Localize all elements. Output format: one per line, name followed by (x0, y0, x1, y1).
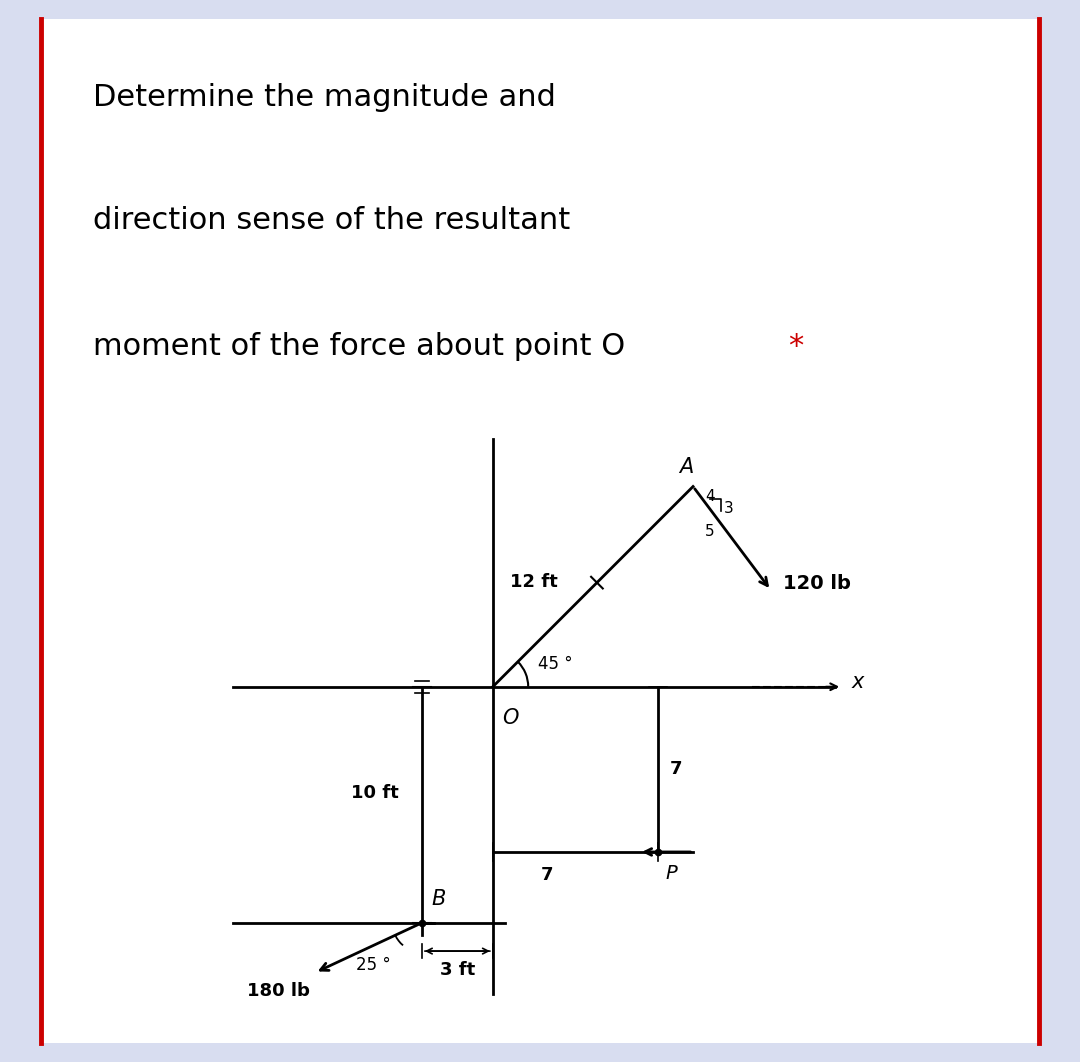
Text: direction sense of the resultant: direction sense of the resultant (93, 206, 570, 235)
Text: 12 ft: 12 ft (510, 572, 558, 590)
Text: 5: 5 (705, 525, 715, 539)
Text: 7: 7 (670, 760, 683, 778)
Text: *: * (788, 331, 804, 361)
Text: O: O (502, 708, 518, 727)
Text: 3 ft: 3 ft (440, 960, 475, 978)
Text: 45 °: 45 ° (538, 654, 572, 672)
Text: 3: 3 (724, 500, 733, 516)
Text: 120 lb: 120 lb (783, 573, 851, 593)
Text: P: P (665, 863, 677, 883)
Text: B: B (431, 889, 446, 909)
Text: 4: 4 (705, 489, 715, 503)
Text: 180 lb: 180 lb (247, 982, 310, 1000)
Text: 25 °: 25 ° (356, 956, 391, 974)
Text: A: A (679, 457, 693, 477)
Text: 10 ft: 10 ft (351, 784, 399, 802)
Text: Determine the magnitude and: Determine the magnitude and (93, 83, 556, 113)
Text: x: x (851, 672, 864, 692)
Text: moment of the force about point O: moment of the force about point O (93, 331, 625, 361)
Text: 7: 7 (541, 867, 553, 885)
